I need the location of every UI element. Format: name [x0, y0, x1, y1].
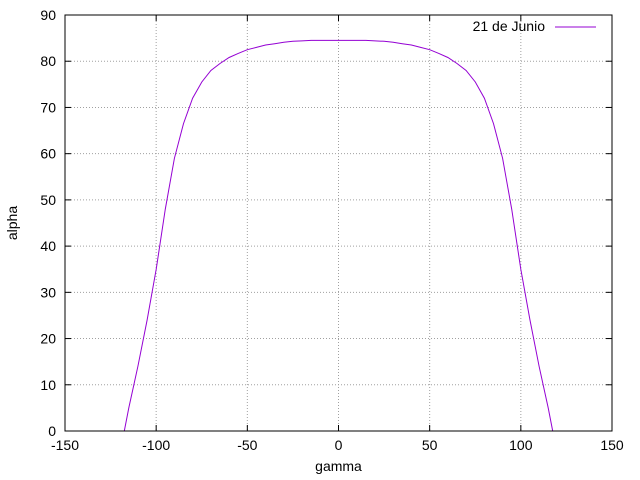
- y-axis-label: alpha: [4, 206, 20, 240]
- y-tick-label: 50: [40, 192, 56, 208]
- x-axis-label: gamma: [315, 458, 362, 474]
- x-tick-label: 50: [422, 437, 438, 453]
- y-tick-label: 30: [40, 284, 56, 300]
- y-tick-label: 10: [40, 377, 56, 393]
- x-tick-label: -150: [51, 437, 79, 453]
- x-tick-label: 150: [600, 437, 624, 453]
- x-tick-label: 100: [509, 437, 533, 453]
- axis-ticks: -150 -100 -50 0 50 100 150 0 10 20 30 40 50 60 70 80 90: [40, 7, 623, 453]
- y-tick-label: 70: [40, 99, 56, 115]
- legend-label: 21 de Junio: [473, 18, 546, 34]
- y-tick-label: 20: [40, 331, 56, 347]
- x-tick-label: 0: [335, 437, 343, 453]
- legend: 21 de Junio: [473, 18, 596, 34]
- y-tick-label: 80: [40, 53, 56, 69]
- plot-area: [123, 39, 554, 432]
- y-tick-label: 60: [40, 146, 56, 162]
- series-line: [123, 39, 554, 432]
- y-tick-label: 40: [40, 238, 56, 254]
- grid-lines: [65, 15, 612, 431]
- y-tick-label: 0: [48, 423, 56, 439]
- x-tick-label: -50: [237, 437, 257, 453]
- y-tick-label: 90: [40, 7, 56, 23]
- x-tick-label: -100: [142, 437, 170, 453]
